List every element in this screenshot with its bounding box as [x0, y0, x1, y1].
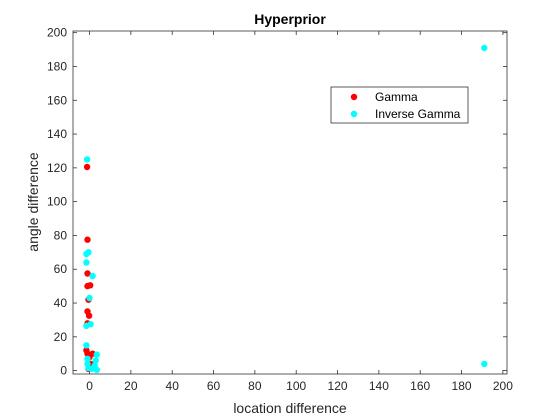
- plot-area: [73, 31, 507, 374]
- point-inverse-gamma: [93, 366, 101, 373]
- plot-frame: [72, 30, 508, 375]
- point-inverse-gamma: [481, 360, 488, 368]
- x-tick-label: 180: [452, 379, 472, 393]
- legend-marker-gamma: [350, 93, 358, 101]
- point-inverse-gamma: [86, 294, 93, 302]
- point-inverse-gamma: [83, 156, 91, 163]
- point-inverse-gamma: [89, 272, 96, 280]
- point-gamma: [87, 282, 94, 289]
- point-inverse-gamma: [83, 259, 90, 266]
- point-inverse-gamma: [84, 355, 91, 362]
- y-tick-label: 140: [47, 127, 67, 141]
- y-tick-label: 0: [60, 364, 67, 378]
- point-gamma: [84, 236, 91, 243]
- x-axis-label: location difference: [233, 400, 347, 416]
- x-tick-label: 40: [166, 379, 180, 393]
- x-tick-label: 60: [207, 379, 221, 393]
- y-tick-label: 80: [54, 228, 68, 242]
- x-tick-label: 0: [86, 379, 93, 393]
- legend-label-inverse-gamma: Inverse Gamma: [375, 107, 461, 121]
- data-markers: [83, 44, 488, 373]
- y-tick-label: 20: [54, 330, 68, 344]
- point-inverse-gamma: [481, 44, 488, 52]
- point-inverse-gamma: [88, 365, 95, 373]
- point-inverse-gamma: [83, 250, 90, 258]
- y-tick-label: 180: [47, 59, 67, 73]
- y-axis-label: angle difference: [25, 152, 41, 252]
- y-tick-label: 100: [47, 195, 67, 209]
- x-tick-label: 140: [369, 379, 389, 393]
- point-inverse-gamma: [92, 357, 99, 364]
- point-gamma: [83, 163, 91, 171]
- point-inverse-gamma: [83, 322, 90, 329]
- y-tick-label: 60: [54, 262, 68, 276]
- x-tick-label: 100: [286, 379, 306, 393]
- legend-marker-inverse-gamma: [350, 110, 358, 118]
- point-gamma: [84, 270, 91, 277]
- y-tick-label: 160: [47, 93, 67, 107]
- axis-ticks: 0 20 40 60 80 100 120 140 160 180 200 0 20 40 60 80 100 1…: [47, 26, 513, 393]
- legend: Gamma Inverse Gamma: [330, 86, 469, 124]
- point-gamma: [85, 312, 93, 319]
- x-tick-label: 160: [410, 379, 430, 393]
- y-tick-label: 40: [54, 296, 68, 310]
- chart-title: Hyperprior: [254, 11, 326, 27]
- point-inverse-gamma: [83, 342, 90, 349]
- legend-label-gamma: Gamma: [375, 90, 418, 104]
- x-tick-label: 20: [124, 379, 138, 393]
- y-tick-label: 200: [47, 26, 67, 40]
- y-tick-label: 120: [47, 161, 67, 175]
- point-inverse-gamma: [93, 351, 101, 358]
- x-tick-label: 200: [493, 379, 513, 393]
- x-tick-label: 120: [328, 379, 348, 393]
- x-tick-label: 80: [248, 379, 262, 393]
